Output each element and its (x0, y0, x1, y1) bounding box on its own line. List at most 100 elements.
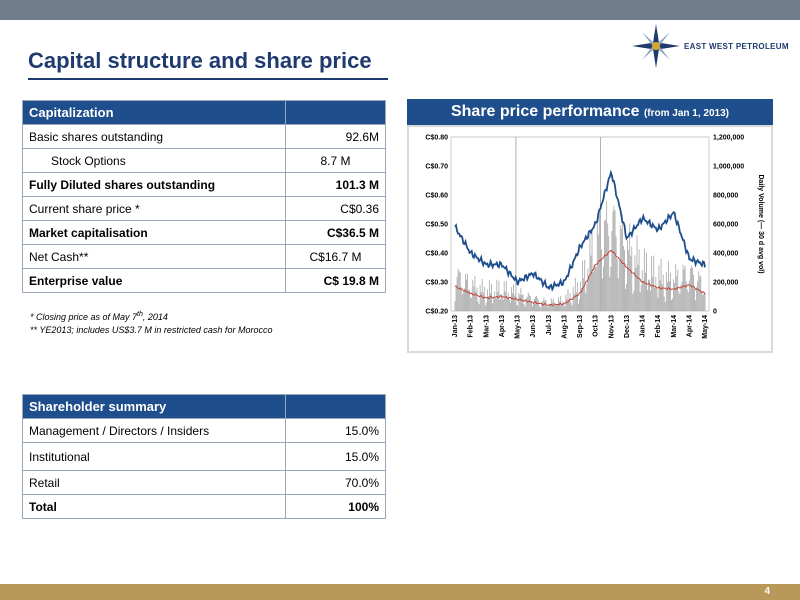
y2-tick-label: 1,000,000 (713, 164, 744, 171)
x-tick-label: Feb-13 (468, 315, 475, 338)
volume-bar (640, 284, 642, 311)
volume-bar (562, 301, 564, 311)
volume-bar (557, 305, 558, 311)
volume-bar (629, 223, 631, 311)
page-title: Capital structure and share price (28, 48, 372, 73)
volume-bar (686, 289, 688, 311)
x-tick-label: Jan-13 (452, 315, 459, 337)
row-value: C$0.36 (285, 196, 386, 221)
table-row: Total 100% (22, 494, 386, 519)
volume-bar (671, 300, 672, 311)
volume-bar (630, 255, 632, 311)
volume-bar (522, 294, 524, 311)
volume-bar (515, 293, 517, 311)
volume-bar (546, 306, 548, 311)
volume-bar (647, 289, 648, 311)
volume-bar (687, 292, 689, 311)
volume-bar (683, 269, 685, 311)
volume-bar (627, 240, 628, 311)
footnote-2: ** YE2013; includes US$3.7 M in restrict… (30, 325, 273, 335)
volume-bar (586, 284, 588, 311)
table-row: Stock Options 8.7 M (22, 148, 386, 173)
volume-bar (631, 246, 633, 311)
table-row: Management / Directors / Insiders 15.0% (22, 418, 386, 443)
volume-bar (506, 297, 508, 311)
y-tick-label: C$0.30 (425, 280, 448, 287)
volume-bar (494, 291, 496, 311)
volume-bar (663, 296, 665, 311)
volume-bar (558, 297, 559, 311)
volume-bar (464, 288, 465, 311)
volume-bar (465, 273, 466, 311)
volume-bar (568, 299, 570, 311)
volume-bar (595, 267, 597, 311)
volume-bar (530, 301, 532, 311)
volume-bar (548, 303, 550, 311)
y2-tick-label: 200,000 (713, 280, 738, 287)
compass-star-icon (632, 24, 680, 68)
volume-bar (533, 303, 534, 311)
row-value: 70.0% (285, 470, 386, 495)
volume-bar (553, 305, 555, 311)
volume-bar (471, 297, 473, 311)
volume-bar (496, 279, 498, 311)
company-logo: EAST WEST PETROLEUM (632, 24, 792, 68)
y2-tick-label: 1,200,000 (713, 135, 744, 142)
volume-bar (459, 272, 461, 311)
volume-bar (508, 300, 510, 311)
volume-bar (613, 205, 615, 311)
volume-bar (599, 248, 601, 311)
volume-bar (693, 275, 694, 311)
volume-bar (648, 279, 649, 311)
volume-bar (547, 307, 549, 311)
volume-bar (555, 304, 556, 311)
volume-bar (480, 292, 482, 311)
volume-bar (637, 265, 639, 311)
volume-bar (669, 281, 670, 311)
volume-bar (559, 301, 561, 311)
volume-bar (695, 300, 696, 311)
y2-tick-label: 800,000 (713, 193, 738, 200)
volume-bar (605, 219, 607, 311)
volume-bar (570, 302, 572, 311)
volume-bar (462, 292, 464, 311)
volume-bar (638, 249, 640, 311)
volume-bar (677, 269, 679, 311)
volume-bar (688, 280, 690, 311)
volume-bar (655, 276, 657, 311)
x-tick-label: Dec-13 (624, 315, 631, 338)
volume-bar (609, 276, 611, 311)
x-tick-label: Mar-14 (671, 315, 678, 338)
volume-bar (574, 277, 576, 311)
volume-bar (579, 299, 580, 311)
volume-bar (580, 281, 581, 311)
volume-bar (623, 245, 624, 311)
x-tick-label: Apr-14 (686, 315, 693, 337)
volume-bar (498, 280, 500, 311)
title-underline (28, 78, 388, 80)
volume-bar (567, 289, 569, 311)
x-tick-label: Aug-13 (561, 315, 568, 339)
row-value: C$ 19.8 M (285, 268, 386, 293)
row-value: C$16.7 M (285, 244, 386, 269)
volume-bar (499, 299, 501, 311)
volume-bar (632, 293, 634, 311)
volume-bar (501, 294, 503, 311)
volume-bar (611, 230, 613, 311)
row-value: C$36.5 M (285, 220, 386, 245)
volume-bar (702, 295, 704, 311)
volume-bar (656, 288, 658, 311)
table-row: Basic shares outstanding 92.6M (22, 124, 386, 149)
volume-bar (602, 278, 603, 311)
volume-bar (575, 292, 577, 311)
row-label: Current share price * (22, 196, 286, 221)
table-header: Capitalization (22, 100, 286, 125)
volume-bar (556, 303, 557, 311)
volume-bar (639, 292, 641, 311)
chart-header: Share price performance (from Jan 1, 201… (407, 99, 773, 125)
volume-bar (545, 300, 547, 311)
footnote-1: * Closing price as of May 7th, 2014 (30, 308, 272, 324)
volume-bar (692, 267, 693, 311)
share-price-chart: C$0.80 C$0.70 C$0.60 C$0.50 C$0.40 C$0.30 C$0.… (407, 125, 773, 353)
volume-bar (495, 297, 497, 311)
